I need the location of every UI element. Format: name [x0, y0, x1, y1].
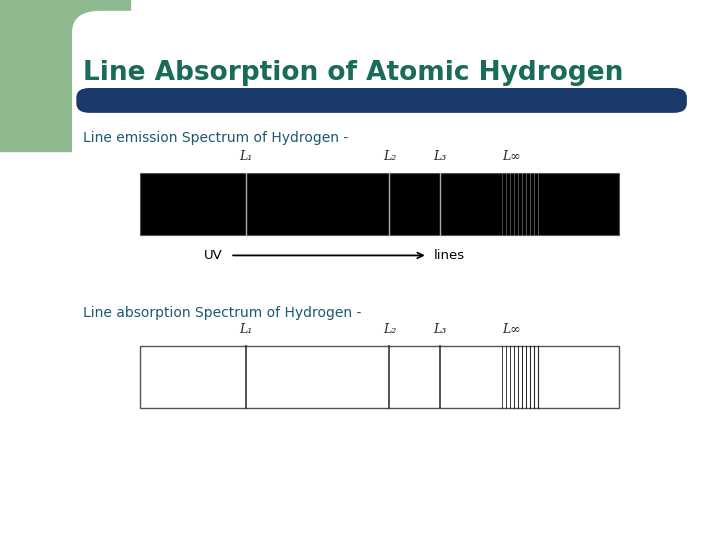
Text: L∞: L∞	[502, 323, 521, 336]
Text: Line Absorption of Atomic Hydrogen: Line Absorption of Atomic Hydrogen	[83, 60, 624, 86]
Text: L₂: L₂	[383, 150, 396, 163]
Text: L∞: L∞	[502, 150, 521, 163]
Bar	[140, 173, 619, 235]
Text: L₃: L₃	[433, 323, 446, 336]
Bar	[140, 346, 619, 408]
Text: L₂: L₂	[383, 323, 396, 336]
Text: lines: lines	[433, 249, 464, 262]
Text: L₁: L₁	[239, 323, 253, 336]
Text: L₃: L₃	[433, 150, 446, 163]
FancyBboxPatch shape	[76, 88, 687, 113]
Text: Line emission Spectrum of Hydrogen -: Line emission Spectrum of Hydrogen -	[83, 131, 348, 145]
Text: UV: UV	[204, 249, 223, 262]
Text: L₁: L₁	[239, 150, 253, 163]
FancyBboxPatch shape	[72, 11, 706, 524]
Text: Line absorption Spectrum of Hydrogen -: Line absorption Spectrum of Hydrogen -	[83, 306, 361, 320]
